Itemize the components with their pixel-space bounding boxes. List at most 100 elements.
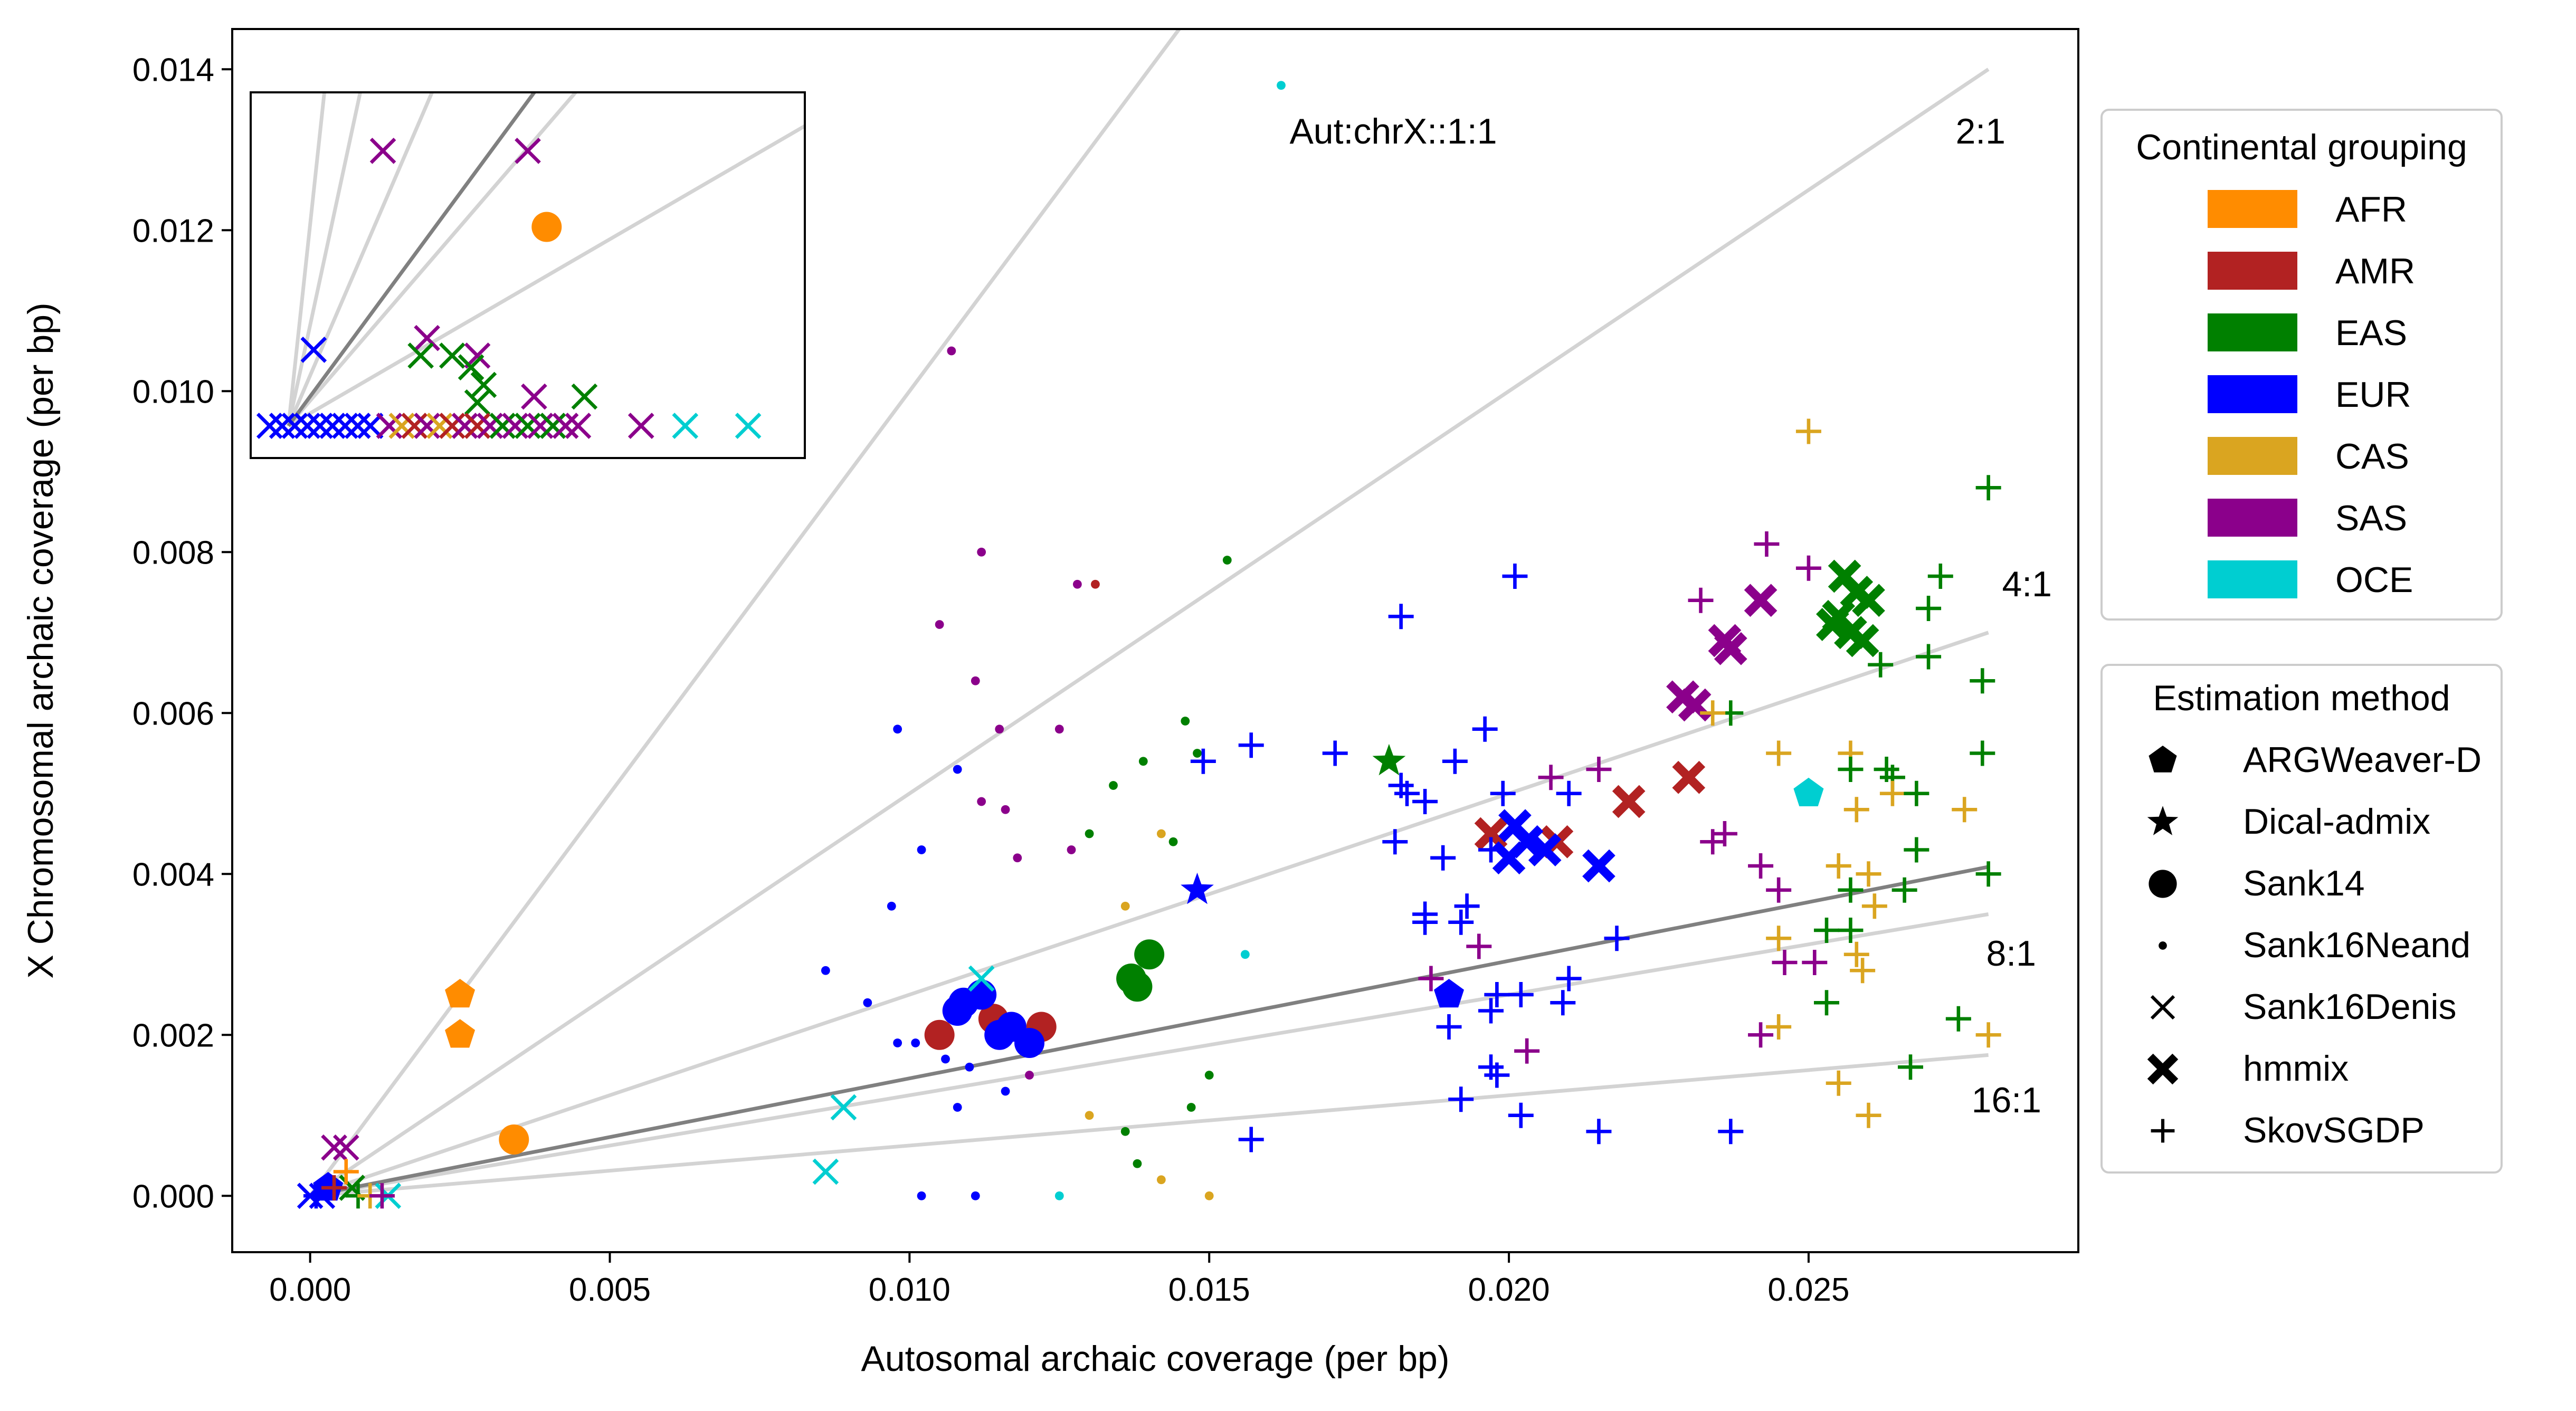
x-tick-label-5: 0.025 (1767, 1272, 1849, 1308)
ratio-line-1 (309, 68, 1990, 1198)
data-point-plus-112 (1838, 757, 1864, 782)
data-points (297, 81, 2001, 1209)
legend-swatch-amr (2208, 252, 2297, 290)
inset-point-x-31 (451, 413, 478, 439)
data-point-xbold-75 (1474, 817, 1508, 851)
data-point-dot-38 (1085, 829, 1094, 838)
x-axis-label: Autosomal archaic coverage (per bp) (861, 1339, 1450, 1379)
x-tick-label-2: 0.010 (869, 1272, 950, 1308)
legend-swatch-oce (2208, 560, 2297, 598)
data-point-plus-128 (1861, 893, 1887, 919)
inset-point-x-29 (426, 413, 453, 439)
inset-plot (250, 91, 806, 459)
data-point-dot-35 (1109, 781, 1118, 790)
data-point-plus-98 (1754, 531, 1780, 557)
data-point-dot-65 (941, 1054, 950, 1064)
data-point-dot-24 (1091, 579, 1100, 589)
data-point-dot-57 (1133, 1159, 1142, 1168)
legend-method-label-4: Sank16Denis (2243, 987, 2456, 1027)
legend-marker-dot (2159, 941, 2167, 950)
legend-method-label-0: ARGWeaver-D (2243, 740, 2482, 780)
x-tick-label-3: 0.015 (1168, 1272, 1250, 1308)
data-point-plus-152 (1472, 716, 1498, 742)
legend-label-eur: EUR (2335, 375, 2411, 415)
legend-label-oce: OCE (2335, 560, 2413, 600)
inset-point-x-40 (565, 413, 592, 439)
data-point-plus-160 (1454, 893, 1480, 919)
data-point-plus-155 (1556, 780, 1582, 806)
inset-point-x-3 (414, 325, 440, 351)
data-point-dot-59 (1204, 1191, 1214, 1200)
data-point-plus-129 (1814, 918, 1839, 943)
inset-point-x-15 (735, 413, 762, 439)
data-point-xbold-87 (1714, 632, 1747, 665)
data-point-plus-150 (1394, 780, 1420, 806)
legend-label-sas: SAS (2335, 498, 2407, 538)
data-point-plus-158 (1478, 837, 1504, 863)
legend-method-label-6: SkovSGDP (2243, 1110, 2425, 1150)
data-point-dot-30 (1054, 724, 1064, 734)
data-point-plus-167 (1556, 966, 1582, 991)
data-point-dot-56 (1120, 1127, 1130, 1136)
data-point-plus-175 (1718, 1119, 1744, 1145)
legend-methods-box (2100, 664, 2503, 1174)
ratio-label-3: 8:1 (1986, 933, 2036, 974)
data-point-plus-181 (1514, 1038, 1540, 1064)
data-point-plus-178 (1586, 757, 1612, 782)
data-point-dot-53 (917, 1191, 926, 1200)
legend-swatch-cas (2208, 437, 2297, 475)
data-point-circle-13 (966, 979, 997, 1010)
inset-point-x-26 (388, 413, 415, 439)
data-point-plus-141 (1898, 1054, 1923, 1080)
ratio-label-1: 2:1 (1955, 111, 2005, 151)
data-point-dot-45 (1120, 901, 1130, 911)
data-point-plus-123 (1826, 853, 1851, 879)
inset-point-x-9 (464, 389, 491, 416)
legend-marker-star (2147, 806, 2179, 835)
ratio-line-0 (308, 29, 1182, 1197)
data-point-plus-180 (1418, 966, 1444, 991)
data-point-plus-138 (1748, 1022, 1774, 1048)
data-point-plus-121 (1748, 853, 1774, 879)
data-point-plus-156 (1382, 829, 1408, 855)
data-point-xbold-83 (1582, 849, 1615, 883)
data-point-plus-132 (1772, 950, 1798, 975)
data-point-plus-172 (1448, 1086, 1474, 1112)
y-tick-label-0: 0.000 (132, 1178, 214, 1215)
data-point-pentagon-3 (1793, 777, 1824, 806)
y-axis-label: X Chromosomal archaic coverage (per bp) (21, 302, 61, 978)
data-point-plus-120 (1712, 821, 1737, 846)
data-point-plus-179 (1466, 933, 1492, 959)
data-point-dot-26 (935, 620, 944, 629)
data-point-pentagon-1 (445, 1019, 476, 1048)
data-point-plus-100 (1795, 555, 1821, 581)
data-point-plus-125 (1856, 861, 1881, 887)
data-point-plus-187 (369, 1183, 395, 1209)
legend-marker-xbold (2147, 1053, 2179, 1085)
data-point-plus-169 (1436, 1014, 1462, 1040)
fit-line (309, 865, 1989, 1198)
data-point-plus-106 (1970, 740, 1995, 766)
data-point-plus-151 (1412, 789, 1438, 814)
x-tick-label-4: 0.020 (1468, 1272, 1550, 1308)
inset-point-x-21 (319, 413, 346, 439)
inset-point-x-39 (552, 413, 579, 439)
ratio-lines (308, 29, 1990, 1198)
y-tick-label-6: 0.012 (132, 213, 214, 249)
inset-point-x-35 (502, 413, 528, 439)
data-point-plus-186 (303, 1183, 329, 1209)
data-point-plus-148 (1322, 740, 1348, 766)
inset-point-x-7 (458, 354, 484, 380)
data-point-dot-60 (1054, 1191, 1064, 1200)
inset-point-x-22 (332, 413, 358, 439)
data-point-plus-164 (1484, 982, 1510, 1007)
data-point-plus-99 (1688, 587, 1714, 613)
data-point-plus-171 (1484, 1062, 1510, 1088)
inset-point-x-19 (294, 413, 321, 439)
data-point-plus-133 (1802, 950, 1828, 975)
data-point-dot-61 (1240, 950, 1250, 959)
data-point-plus-115 (1879, 780, 1905, 806)
data-point-dot-36 (977, 797, 986, 806)
inset-point-x-5 (439, 342, 465, 369)
data-point-circle-8 (924, 1019, 955, 1050)
